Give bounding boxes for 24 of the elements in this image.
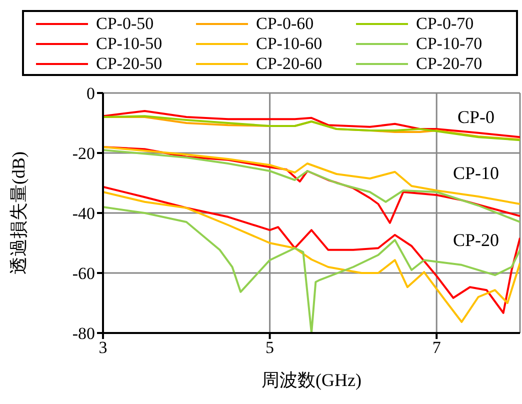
y-tick-label: -40 xyxy=(72,204,95,224)
annotation: CP-10 xyxy=(452,162,500,184)
y-axis-title: 透過損失量(dB) xyxy=(8,152,28,274)
x-tick-label: 7 xyxy=(432,338,442,358)
y-tick-label: -60 xyxy=(72,264,95,284)
y-tick-label: -80 xyxy=(72,324,95,344)
legend-label: CP-20-60 xyxy=(256,54,322,74)
legend-label: CP-10-60 xyxy=(256,34,322,54)
legend-label: CP-10-50 xyxy=(96,34,162,54)
legend-label: CP-10-70 xyxy=(416,34,482,54)
annotation: CP-0 xyxy=(456,106,496,128)
legend-label: CP-20-50 xyxy=(96,54,162,74)
legend-label: CP-0-70 xyxy=(416,14,474,34)
x-tick-label: 5 xyxy=(266,338,274,358)
line-series xyxy=(103,146,520,205)
y-tick-label: 0 xyxy=(86,84,95,104)
y-tick-label: -20 xyxy=(72,144,95,164)
line-series xyxy=(103,110,520,138)
x-tick-label: 3 xyxy=(98,338,108,358)
legend-label: CP-0-60 xyxy=(256,14,314,34)
legend-label: CP-20-70 xyxy=(416,54,482,74)
legend-label: CP-0-50 xyxy=(96,14,154,34)
x-axis-title: 周波数(GHz) xyxy=(262,370,362,390)
annotation: CP-20 xyxy=(452,229,500,251)
